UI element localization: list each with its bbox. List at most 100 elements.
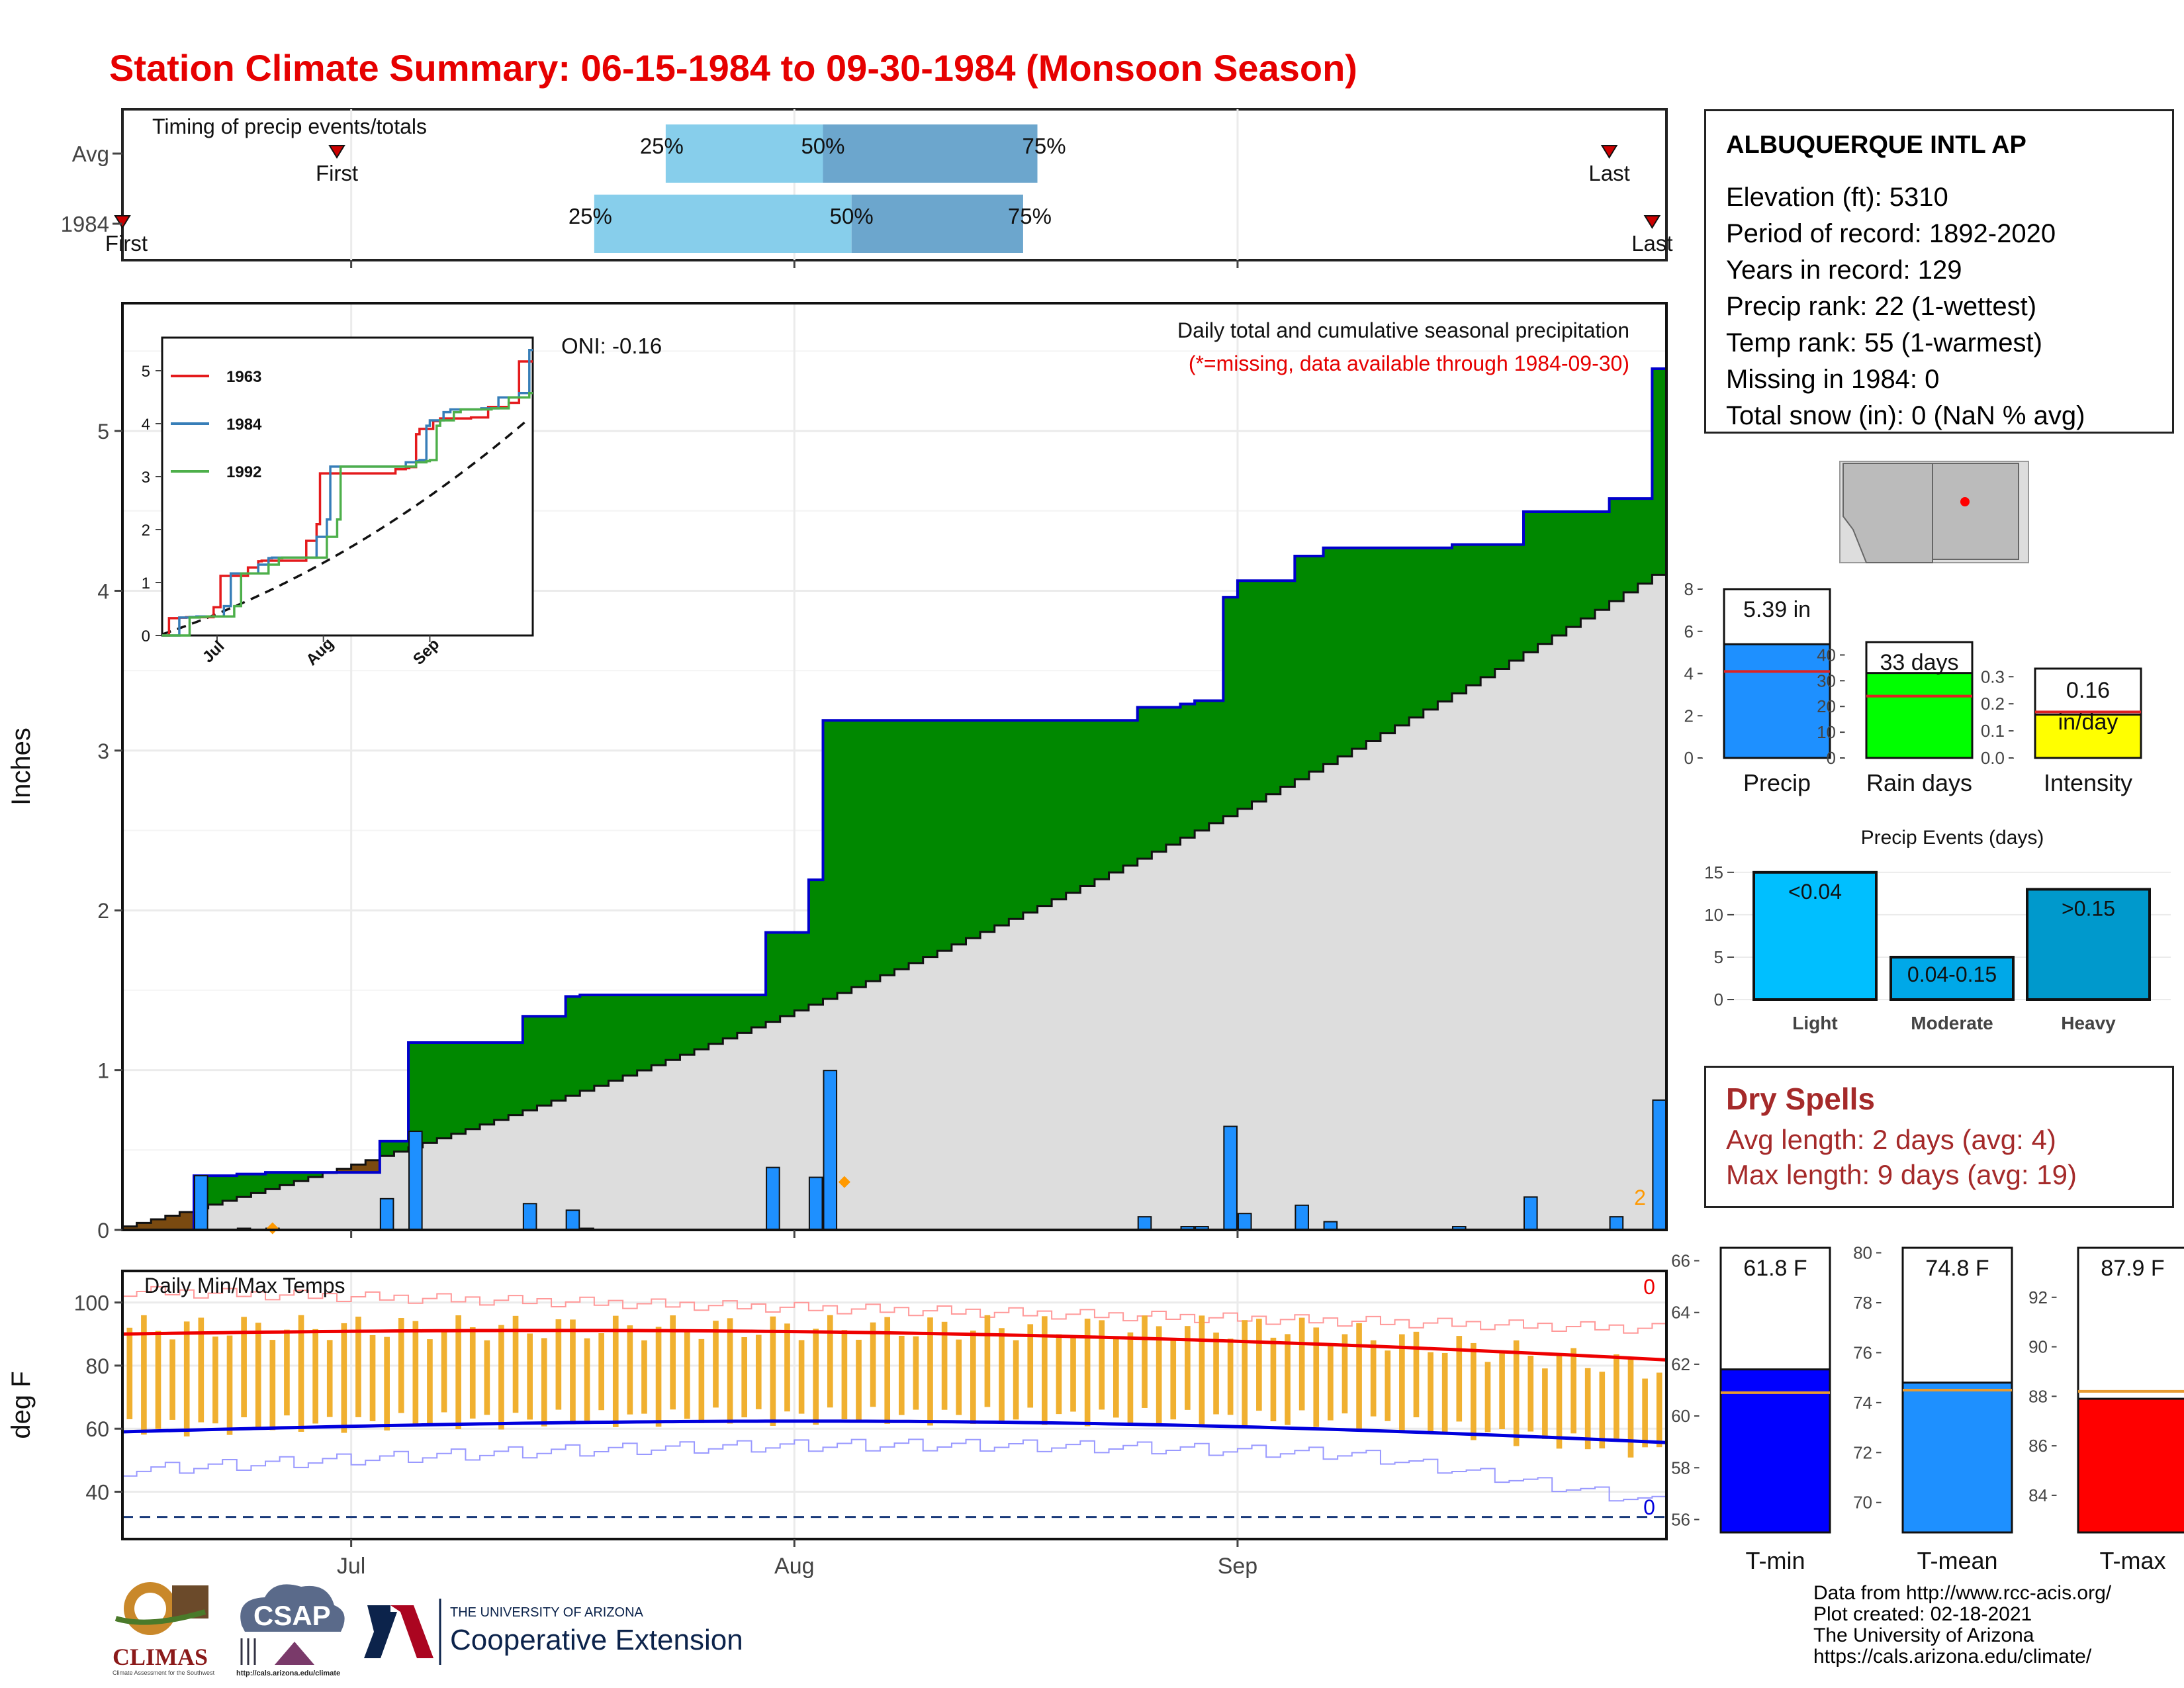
daily-temp-bar: [1285, 1334, 1291, 1425]
daily-temp-bar: [1627, 1358, 1634, 1458]
cumulative-diff-fill: [451, 1042, 466, 1134]
daily-temp-bar: [956, 1339, 962, 1415]
daily-temp-bar: [713, 1321, 719, 1408]
daily-temp-bar: [813, 1329, 819, 1425]
inset-series-line: [162, 392, 533, 637]
y-tick-label: 3: [97, 739, 109, 763]
y-tick-label: 20: [1817, 696, 1836, 716]
cumulative-diff-fill: [151, 1219, 166, 1230]
cumulative-diff-fill: [165, 1215, 180, 1230]
cumulative-diff-fill: [1366, 547, 1381, 741]
daily-temp-bar: [570, 1319, 576, 1425]
y-tick-label: 0: [1714, 990, 1723, 1009]
cumulative-diff-fill: [251, 1174, 266, 1194]
daily-temp-bar: [441, 1331, 447, 1413]
y-tick-label: 40: [85, 1481, 109, 1505]
csap-logo: CSAP http://cals.arizona.edu/climate: [228, 1579, 351, 1678]
cumulative-diff-fill: [880, 720, 895, 976]
timing-row-label: Avg: [72, 142, 109, 166]
event-bar: [1752, 870, 1878, 1001]
summary-value-label: 61.8 F: [1743, 1256, 1807, 1281]
y-tick-label: 0: [1684, 748, 1694, 768]
cumulative-diff-fill: [1351, 547, 1367, 749]
summary-bar-chart: 70 72 74 76 78 80 74.8 F T-mean: [1853, 1243, 2013, 1574]
y-tick-label: 0: [97, 1219, 109, 1243]
station-line: Precip rank: 22 (1-wettest): [1726, 292, 2037, 321]
daily-temp-bar: [584, 1338, 590, 1421]
y-tick-label: 84: [2028, 1485, 2048, 1505]
cumulative-diff-fill: [565, 996, 580, 1096]
daily-precip-bar: [1609, 1216, 1624, 1231]
daily-precip-bar: [1295, 1204, 1309, 1231]
daily-temp-bar: [369, 1335, 376, 1421]
daily-temp-bar: [1342, 1334, 1348, 1414]
cumulative-diff-fill: [1208, 700, 1224, 823]
cumulative-diff-fill: [522, 1016, 537, 1111]
daily-precip-bar: [565, 1209, 580, 1231]
cumulative-diff-fill: [1523, 511, 1539, 653]
daily-temp-bar: [341, 1323, 347, 1433]
footer-line: https://cals.arizona.edu/climate/: [1813, 1646, 2092, 1667]
cumulative-diff-fill: [680, 994, 695, 1055]
daily-temp-bar: [141, 1315, 147, 1435]
y-tick-label: 0.3: [1981, 667, 2005, 686]
y-tick-label: 76: [1853, 1342, 1872, 1362]
q75-label: 75%: [1022, 134, 1066, 158]
cumulative-diff-fill: [794, 932, 809, 1011]
y-tick-label: 70: [1853, 1493, 1872, 1513]
timing-marker: [1600, 145, 1618, 159]
cumulative-diff-fill: [608, 994, 623, 1081]
cumulative-diff-fill: [136, 1223, 152, 1230]
y-tick-label: 60: [85, 1417, 109, 1441]
cumulative-diff-fill: [1237, 581, 1253, 809]
temps-title: Daily Min/Max Temps: [144, 1274, 345, 1297]
summary-bar: [1865, 672, 1974, 759]
daily-temp-bar: [1013, 1340, 1019, 1420]
cumulative-diff-fill: [823, 720, 838, 999]
daily-temp-bar: [784, 1323, 790, 1412]
cumulative-diff-fill: [422, 1042, 437, 1143]
cumulative-diff-fill: [1094, 720, 1110, 880]
legend-label: 1992: [226, 463, 261, 481]
daily-precip-bar: [194, 1175, 208, 1231]
cumulative-diff-fill: [808, 880, 823, 1005]
cumulative-diff-fill: [1423, 547, 1438, 710]
q75-label: 75%: [1008, 204, 1052, 228]
y-tick-label: 72: [1853, 1442, 1872, 1462]
cumulative-diff-fill: [980, 720, 995, 932]
cumulative-diff-fill: [1580, 511, 1596, 619]
daily-temp-bar: [384, 1336, 390, 1430]
station-line: Total snow (in): 0 (NaN % avg): [1726, 401, 2085, 430]
daily-temp-bar: [241, 1317, 247, 1418]
climas-logo-mark: CLIMAS Climate Assessment for the Southw…: [113, 1582, 215, 1676]
cumulative-diff-fill: [651, 994, 666, 1066]
summary-category-label: Intensity: [2044, 769, 2132, 796]
event-category-label: Moderate: [1911, 1013, 1993, 1033]
cloud-icon: [240, 1584, 345, 1632]
daily-precip-bar: [522, 1203, 537, 1231]
cumulative-diff-fill: [1308, 556, 1324, 772]
daily-temp-bar: [898, 1335, 905, 1415]
cumulative-diff-fill: [222, 1176, 238, 1201]
daily-temp-bar: [1313, 1327, 1320, 1427]
first-label: First: [105, 231, 148, 256]
daily-temp-bar: [427, 1339, 433, 1425]
summary-category-label: T-max: [2099, 1547, 2165, 1574]
cumulative-diff-fill: [723, 994, 738, 1039]
y-tick-label: 5: [1714, 947, 1723, 967]
last-label: Last: [1588, 161, 1629, 185]
daily-temp-bar: [1270, 1337, 1277, 1422]
timing-marker: [114, 215, 131, 229]
daily-temp-bar: [126, 1327, 133, 1419]
daily-temp-bar: [269, 1340, 276, 1430]
cumulative-diff-fill: [1652, 368, 1667, 575]
daily-precip-bar: [808, 1176, 823, 1231]
cumulative-diff-fill: [1223, 597, 1238, 816]
missing-count-label: 2: [1634, 1186, 1646, 1209]
daily-temp-bar: [1513, 1340, 1520, 1446]
summary-value-label: 74.8 F: [1925, 1256, 1989, 1281]
dry-spells-max: Max length: 9 days (avg: 19): [1726, 1159, 2077, 1190]
daily-precip-bar: [1223, 1125, 1238, 1231]
avg-cumulative-area: [122, 575, 1666, 1230]
dry-spells-panel: Dry Spells Avg length: 2 days (avg: 4) M…: [1704, 1066, 2174, 1208]
